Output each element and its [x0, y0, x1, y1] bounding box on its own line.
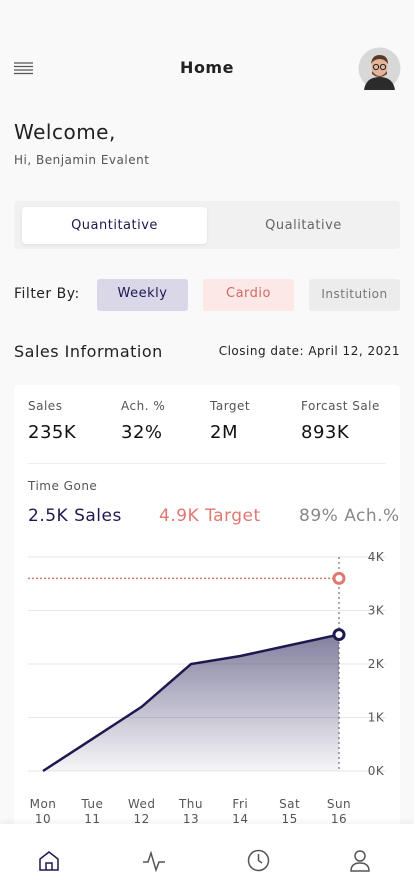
- x-tick-date: 12: [134, 812, 150, 824]
- x-tick-label: Tue: [80, 797, 103, 811]
- x-tick-date: 16: [331, 812, 347, 824]
- stat-label: Target: [210, 399, 251, 413]
- stat-value: 893K: [301, 422, 350, 443]
- target-point: [332, 571, 346, 585]
- y-tick-label: 3K: [368, 604, 385, 618]
- summary-target: 4.9K Target: [159, 506, 261, 526]
- clock-icon[interactable]: [247, 849, 270, 872]
- stat-label: Sales: [28, 399, 63, 413]
- time-gone-label: Time Gone: [28, 479, 98, 493]
- x-tick-label: Sun: [327, 797, 351, 811]
- welcome-title: Welcome,: [14, 120, 116, 144]
- stat-value: 2M: [210, 422, 238, 443]
- menu-icon[interactable]: [14, 62, 33, 76]
- y-tick-label: 1K: [368, 711, 385, 725]
- x-tick-date: 10: [35, 812, 51, 824]
- x-tick-label: Fri: [232, 797, 248, 811]
- stat-value: 235K: [28, 422, 77, 443]
- stat-value: 32%: [121, 422, 163, 443]
- line: [42, 633, 340, 773]
- profile-icon[interactable]: [349, 849, 371, 872]
- avatar[interactable]: [358, 47, 401, 90]
- filter-option[interactable]: Weekly: [97, 279, 188, 311]
- home-icon[interactable]: [38, 850, 60, 872]
- x-tick-label: Thu: [178, 797, 203, 811]
- closing-date: Closing date: April 12, 2021: [218, 344, 400, 358]
- x-tick-date: 13: [183, 812, 199, 824]
- y-tick-label: 2K: [368, 657, 385, 671]
- stat-label: Ach. %: [121, 399, 166, 413]
- area: [43, 634, 339, 771]
- x-tick-date: 11: [84, 812, 100, 824]
- tab-bar: Quantitative Qualitative: [14, 201, 400, 249]
- bottom-nav: [0, 824, 414, 896]
- tab[interactable]: Qualitative: [265, 218, 342, 233]
- divider: [28, 463, 386, 464]
- y-tick-label: 4K: [368, 550, 385, 564]
- x-tick-date: 14: [232, 812, 248, 824]
- x-tick-label: Mon: [30, 797, 57, 811]
- summary-ach: 89% Ach.%: [299, 506, 400, 526]
- section-title: Sales Information: [14, 342, 163, 361]
- activity-icon[interactable]: [142, 850, 166, 872]
- filter-option[interactable]: Institution: [309, 279, 400, 311]
- header-title: Home: [180, 58, 234, 77]
- tab[interactable]: Quantitative: [22, 207, 207, 244]
- stat-label: Forcast Sale: [301, 399, 380, 413]
- summary-sales: 2.5K Sales: [28, 506, 122, 526]
- y-tick-label: 0K: [368, 764, 385, 778]
- x-tick-label: Sat: [279, 797, 300, 811]
- welcome-subtitle: Hi, Benjamin Evalent: [14, 153, 150, 167]
- filter-label: Filter By:: [14, 286, 80, 302]
- filter-option[interactable]: Cardio: [203, 279, 294, 311]
- x-tick-label: Wed: [128, 797, 156, 811]
- x-tick-date: 15: [282, 812, 298, 824]
- last-point: [332, 628, 346, 642]
